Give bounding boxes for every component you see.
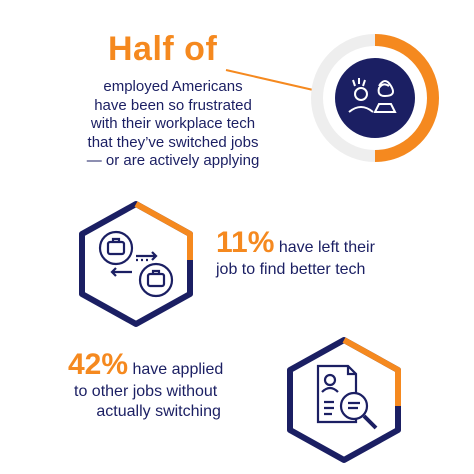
stat-applied-line2: to other jobs without — [74, 383, 218, 400]
intro-text: employed Americans have been so frustrat… — [52, 78, 294, 171]
stat-applied-line1: have applied — [132, 361, 224, 378]
stat-applied-percent: 42% — [68, 348, 129, 381]
ring-graphic — [311, 34, 439, 162]
hexagon-resume-search — [287, 337, 401, 463]
stat-applied: 42% have applied to other jobs without a… — [68, 348, 223, 422]
intro-line: have been so frustrated — [94, 96, 252, 114]
intro-line: — or are actively applying — [86, 152, 260, 169]
job-switch-briefcases-icon — [98, 230, 174, 298]
intro-line: employed Americans — [103, 78, 243, 95]
intro-line: with their workplace tech — [90, 115, 256, 132]
hexagon-job-switch — [79, 201, 193, 327]
resume-search-icon — [316, 364, 378, 430]
frustrated-worker-icon — [348, 78, 397, 113]
stat-left-job-percent: 11% — [216, 226, 275, 259]
stat-left-job-line2: job to find better tech — [216, 261, 366, 278]
stat-left-job: 11% have left their job to find better t… — [216, 226, 375, 280]
headline: Half of — [108, 30, 218, 68]
stat-left-job-line1: have left their — [278, 239, 375, 256]
intro-line: that they’ve switched jobs — [87, 133, 259, 151]
stat-applied-line3: actually switching — [96, 403, 221, 420]
